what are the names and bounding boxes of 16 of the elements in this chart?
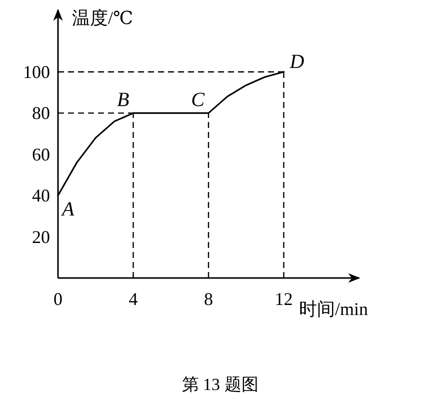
annotation: D (288, 50, 305, 73)
x-tick-label: 12 (274, 289, 293, 309)
y-tick-label: 40 (32, 186, 50, 206)
text: 第 13 题图 (182, 375, 258, 394)
annotation: A (60, 198, 75, 221)
y-tick-label: 100 (23, 62, 50, 82)
annotation: B (117, 89, 130, 112)
x-tick-label: 8 (204, 289, 213, 309)
y-tick-label: 60 (32, 144, 50, 164)
x-axis-title: 时间/min (299, 299, 368, 319)
x-tick-label: 4 (128, 289, 138, 309)
y-tick-label: 80 (32, 103, 50, 124)
annotation: C (191, 89, 206, 112)
x-tick-label: 0 (54, 289, 62, 309)
y-axis-title: 温度/℃ (72, 8, 134, 28)
y-tick-label: 20 (32, 226, 50, 247)
